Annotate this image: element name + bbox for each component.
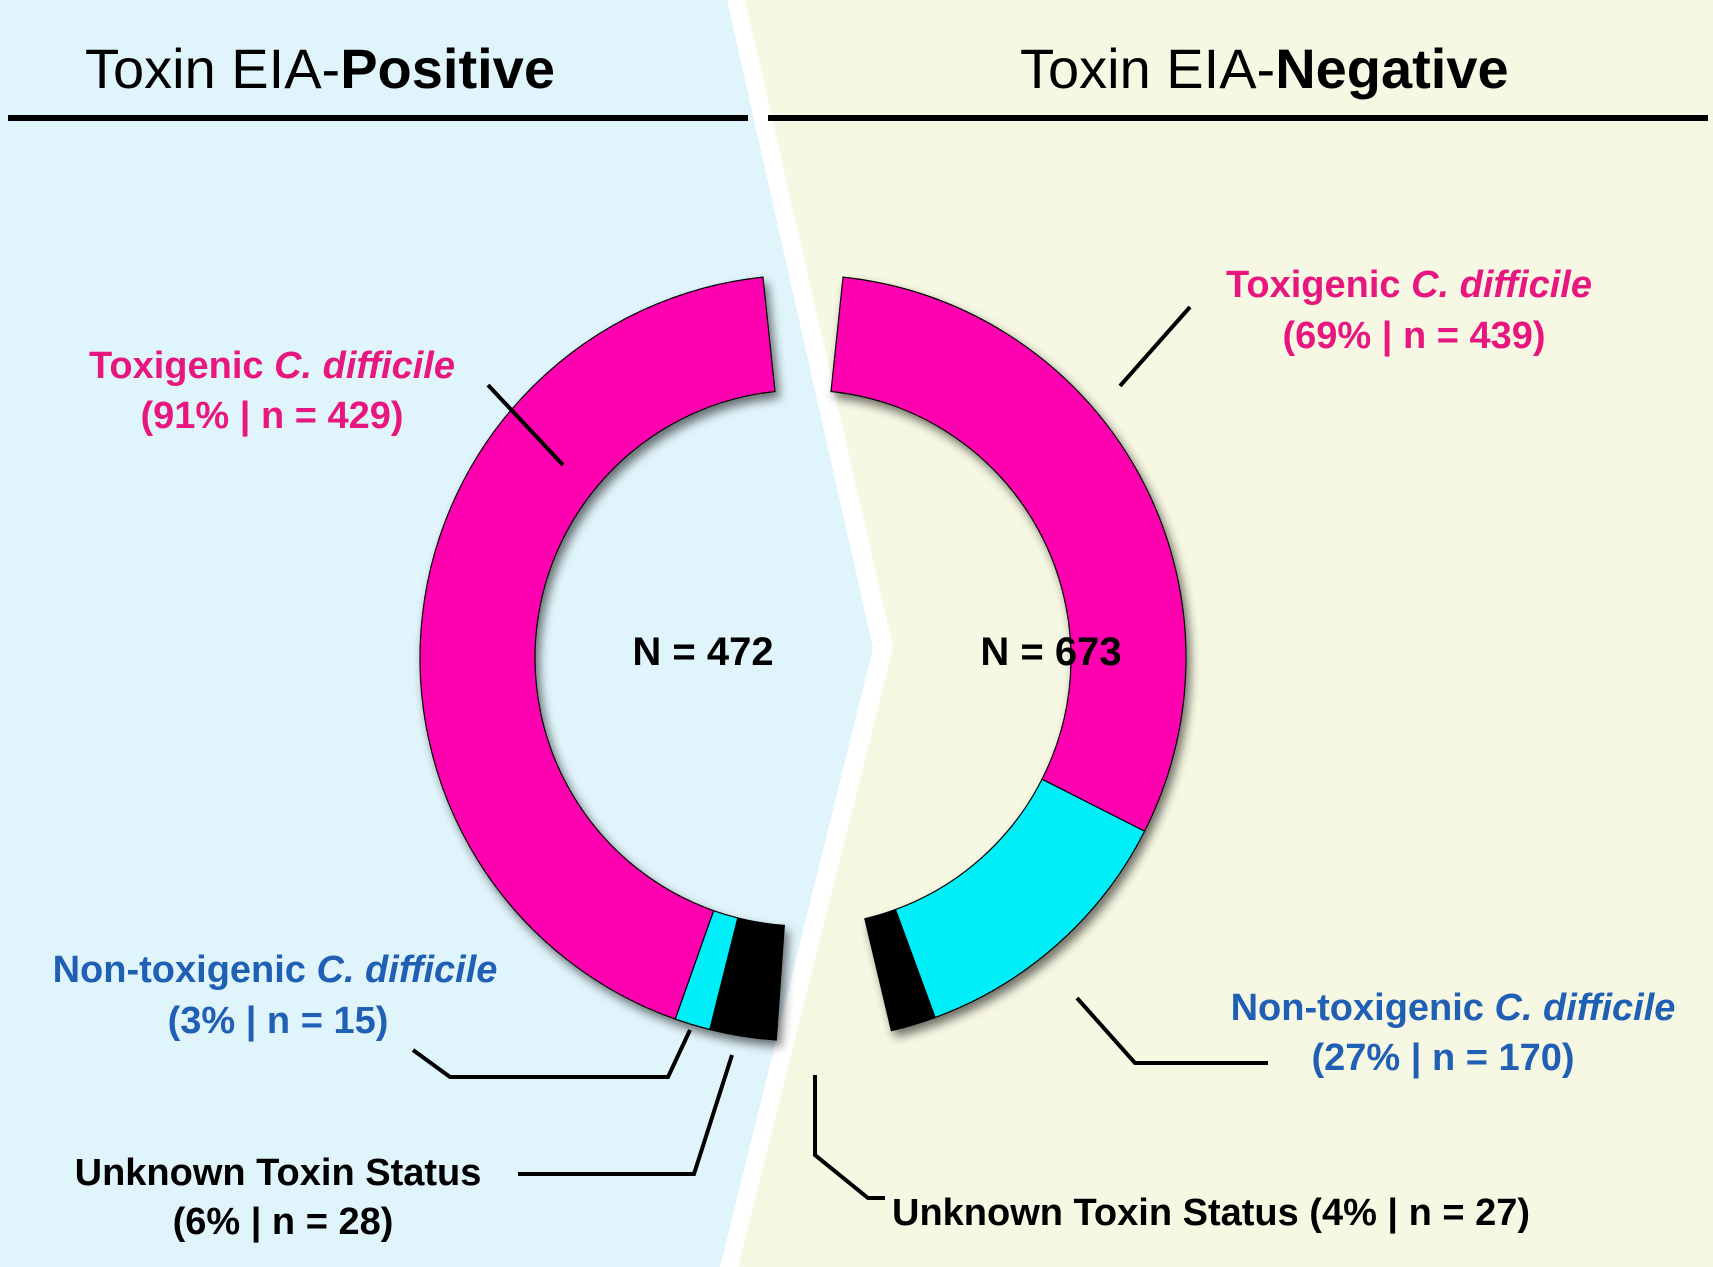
- negative-title-bold: Negative: [1275, 37, 1508, 100]
- positive-header-rule: [8, 115, 748, 121]
- negative-nontoxigenic-label: Non-toxigenic C. difficile: [1231, 987, 1676, 1029]
- leader-line-positive-toxigenic: [486, 383, 565, 467]
- positive-panel-title: Toxin EIA-Positive: [85, 37, 555, 100]
- positive-title-bold: Positive: [340, 37, 555, 100]
- positive-toxigenic-sublabel: (91% | n = 429): [140, 395, 403, 437]
- leader-line-negative-nontoxigenic: [1075, 996, 1268, 1065]
- negative-toxigenic-label-main: Toxigenic: [1226, 264, 1411, 306]
- negative-slice-toxigenic: [830, 276, 1187, 833]
- negative-toxigenic-label: Toxigenic C. difficile: [1226, 264, 1592, 306]
- negative-slice-unknown: [864, 908, 936, 1032]
- positive-toxigenic-label: Toxigenic C. difficile: [89, 345, 455, 387]
- positive-nontoxigenic-label: Non-toxigenic C. difficile: [53, 949, 498, 991]
- negative-nontoxigenic-label-main: Non-toxigenic: [1231, 987, 1495, 1029]
- negative-panel-title: Toxin EIA-Negative: [1020, 37, 1509, 100]
- leader-line-positive-nontoxigenic: [411, 1029, 692, 1079]
- negative-title-prefix: Toxin EIA-: [1020, 37, 1275, 100]
- positive-center-total: N = 472: [632, 630, 773, 674]
- negative-nontoxigenic-label-italic: C. difficile: [1495, 987, 1676, 1029]
- negative-toxigenic-label-italic: C. difficile: [1411, 264, 1592, 306]
- negative-toxigenic-sublabel: (69% | n = 439): [1282, 315, 1545, 357]
- positive-slice-toxigenic: [419, 276, 776, 1020]
- leader-lines: [411, 305, 1268, 1200]
- positive-nontoxigenic-label-main: Non-toxigenic: [53, 949, 317, 991]
- leader-line-negative-toxigenic: [1118, 305, 1192, 388]
- positive-title-prefix: Toxin EIA-: [85, 37, 340, 100]
- positive-toxigenic-label-main: Toxigenic: [89, 345, 274, 387]
- negative-unknown-label: Unknown Toxin Status (4% | n = 27): [892, 1192, 1530, 1234]
- positive-toxigenic-label-italic: C. difficile: [274, 345, 455, 387]
- positive-unknown-sublabel: (6% | n = 28): [173, 1201, 394, 1243]
- leader-line-positive-unknown: [518, 1054, 734, 1176]
- positive-nontoxigenic-sublabel: (3% | n = 15): [168, 1000, 389, 1042]
- positive-nontoxigenic-label-italic: C. difficile: [317, 949, 498, 991]
- negative-nontoxigenic-sublabel: (27% | n = 170): [1311, 1037, 1574, 1079]
- donut-slices: [419, 276, 1187, 1041]
- negative-center-total: N = 673: [980, 630, 1121, 674]
- negative-header-rule: [768, 115, 1708, 121]
- leader-line-negative-unknown: [813, 1075, 885, 1200]
- positive-unknown-label: Unknown Toxin Status: [75, 1152, 482, 1194]
